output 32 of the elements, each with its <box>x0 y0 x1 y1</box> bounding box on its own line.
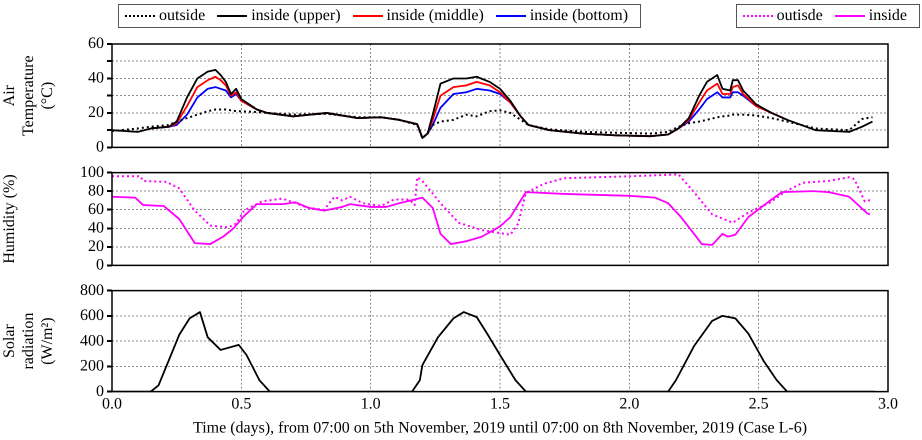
y-axis-title: Solar radiation (W/m²) <box>0 312 56 370</box>
y-tick-label: 400 <box>80 332 104 350</box>
x-tick-label: 0.5 <box>231 395 252 412</box>
y-tick-label: 600 <box>80 307 104 324</box>
y-tick-label: 80 <box>88 182 104 200</box>
x-tick-label: 0.0 <box>102 395 122 412</box>
y-tick-label: 20 <box>88 238 104 256</box>
y-tick-label: 0 <box>96 138 104 156</box>
x-tick-label: 2.0 <box>619 395 640 412</box>
legend-label: outisde <box>776 7 823 25</box>
y-axis-title: Humidity (%) <box>0 174 18 264</box>
x-tick-label: 1.0 <box>360 395 381 412</box>
y-tick-label: 60 <box>88 200 104 218</box>
y-tick-label: 40 <box>88 219 104 236</box>
legend-label: outside <box>159 7 206 25</box>
y-tick-label: 200 <box>80 358 104 375</box>
x-axis-title: Time (days), from 07:00 on 5th November, 2019 until 07:00 on 8th November, 2019 (Case L-6) <box>192 420 808 437</box>
legend-label: inside (upper) <box>251 7 341 25</box>
y-tick-label: 60 <box>88 35 104 52</box>
y-tick-label: 20 <box>88 104 104 122</box>
x-tick-label: 1.5 <box>490 395 510 412</box>
y-tick-label: 0 <box>96 382 104 400</box>
x-tick-label: 3.0 <box>878 395 898 412</box>
y-axis-title: Air Temperature (°C) <box>0 55 56 136</box>
y-tick-label: 0 <box>96 256 104 274</box>
legend-label: inside <box>868 7 907 25</box>
legend-label: inside (middle) <box>386 7 484 25</box>
y-tick-label: 100 <box>80 164 104 181</box>
y-tick-label: 40 <box>88 70 104 87</box>
y-tick-label: 800 <box>80 282 104 299</box>
x-tick-label: 2.5 <box>748 395 769 412</box>
legend-label: inside (bottom) <box>530 7 628 25</box>
